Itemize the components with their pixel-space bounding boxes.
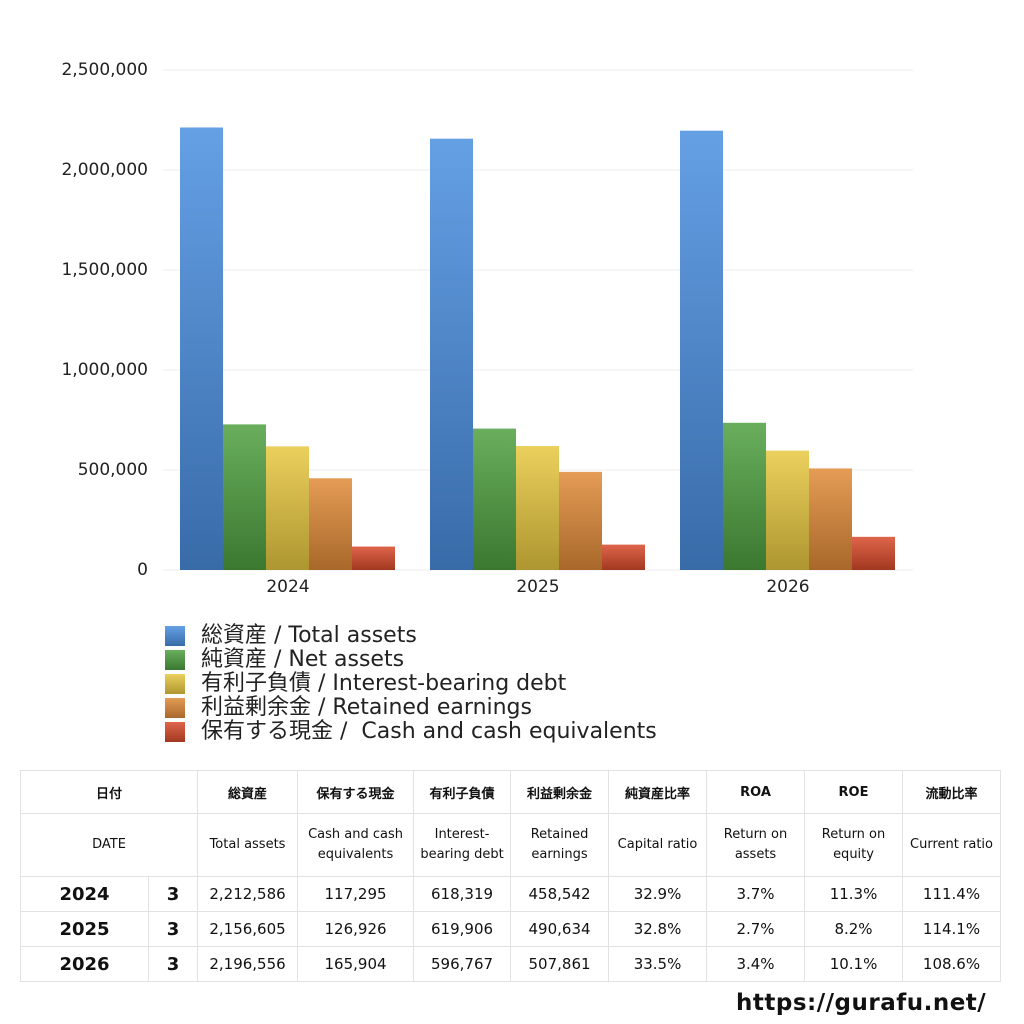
bar	[266, 446, 309, 570]
header-cell: 保有する現金	[297, 770, 415, 814]
data-table: 日付 総資産 保有する現金 有利子負債 利益剰余金 純資産比率 ROA ROE 流動比率 DATE…	[19, 770, 1002, 982]
header-cell: ROE	[804, 770, 904, 814]
table-cell: 3.7%	[706, 876, 806, 912]
legend-swatch	[165, 698, 185, 718]
legend-swatch	[165, 650, 185, 670]
header-cell: 有利子負債	[413, 770, 512, 814]
header-cell: 利益剰余金	[510, 770, 610, 814]
table-cell: 490,634	[510, 911, 610, 947]
table-cell: 3	[147, 876, 199, 912]
bar	[516, 446, 559, 570]
bar	[430, 138, 473, 570]
bar	[602, 544, 645, 570]
subheader-cell: Cash and cash equivalents	[297, 813, 415, 877]
subheader-cell: Current ratio	[902, 813, 1002, 877]
table-row: DATE Total assets Cash and cash equivalent…	[19, 813, 1002, 877]
y-tick-label: 2,000,000	[61, 160, 148, 180]
x-tick-label: 2024	[266, 577, 309, 597]
legend-swatch	[165, 674, 185, 694]
subheader-cell: Capital ratio	[608, 813, 708, 877]
table-cell: 507,861	[510, 946, 610, 982]
table-cell: 618,319	[413, 876, 512, 912]
table-cell: 3	[147, 911, 199, 947]
table-cell: 596,767	[413, 946, 512, 982]
table-cell: 33.5%	[608, 946, 708, 982]
y-tick-label: 1,500,000	[61, 260, 148, 280]
table-cell: 2024	[20, 876, 149, 912]
legend-label: 保有する現金 / Cash and cash equivalents	[201, 719, 657, 744]
legend-label: 有利子負債 / Interest-bearing debt	[201, 671, 567, 696]
x-tick-label: 2026	[766, 577, 809, 597]
table-cell: 114.1%	[902, 911, 1002, 947]
table-cell: 10.1%	[804, 946, 904, 982]
table-cell: 11.3%	[804, 876, 904, 912]
table-cell: 2,156,605	[197, 911, 299, 947]
table-cell: 32.9%	[608, 876, 708, 912]
legend-swatch	[165, 722, 185, 742]
table-row: 2024 3 2,212,586 117,295 618,319 458,542 32.9%…	[20, 876, 1002, 912]
table-cell: 2026	[20, 946, 149, 982]
bar	[309, 478, 352, 570]
subheader-cell: DATE	[19, 813, 199, 877]
header-cell: 日付	[19, 770, 199, 814]
header-cell: 流動比率	[902, 770, 1002, 814]
table-cell: 3.4%	[706, 946, 806, 982]
table-cell: 619,906	[413, 911, 512, 947]
table-cell: 458,542	[510, 876, 610, 912]
table-cell: 117,295	[297, 876, 415, 912]
y-tick-label: 0	[137, 560, 148, 580]
subheader-cell: Return on assets	[706, 813, 806, 877]
y-tick-label: 500,000	[78, 460, 148, 480]
subheader-cell: Retained earnings	[510, 813, 610, 877]
table-cell: 2,212,586	[197, 876, 299, 912]
header-cell: ROA	[706, 770, 806, 814]
table-cell: 32.8%	[608, 911, 708, 947]
table-cell: 111.4%	[902, 876, 1002, 912]
y-tick-label: 2,500,000	[61, 60, 148, 80]
bar	[180, 127, 223, 571]
footer-url: https://gurafu.net/	[736, 990, 987, 1016]
x-tick-label: 2025	[516, 577, 559, 597]
legend-label: 純資産 / Net assets	[201, 647, 404, 672]
table-cell: 2.7%	[706, 911, 806, 947]
bar	[223, 424, 266, 570]
bar	[766, 450, 809, 570]
bar	[352, 546, 395, 570]
bar	[852, 536, 895, 570]
header-cell: 総資産	[197, 770, 299, 814]
subheader-cell: Interest-bearing debt	[413, 813, 512, 877]
table-row: 2025 3 2,156,605 126,926 619,906 490,634 32.8%…	[20, 911, 1002, 947]
bar	[723, 422, 766, 570]
table-cell: 2,196,556	[197, 946, 299, 982]
legend-label: 利益剰余金 / Retained earnings	[201, 695, 532, 720]
table-cell: 108.6%	[902, 946, 1002, 982]
bar	[473, 428, 516, 570]
legend-swatch	[165, 626, 185, 646]
header-cell: 純資産比率	[608, 770, 708, 814]
table-row: 日付 総資産 保有する現金 有利子負債 利益剰余金 純資産比率 ROA ROE 流動比率	[19, 770, 1002, 814]
bar	[559, 471, 602, 570]
bar	[809, 468, 852, 570]
table-cell: 2025	[20, 911, 149, 947]
table-cell: 165,904	[297, 946, 415, 982]
y-tick-label: 1,000,000	[61, 360, 148, 380]
table-row: 2026 3 2,196,556 165,904 596,767 507,861 33.5%…	[20, 946, 1002, 982]
subheader-cell: Total assets	[197, 813, 299, 877]
chart: 0 500,000 1,000,000 1,500,000 2,000,000 2,500…	[61, 60, 913, 744]
table-cell: 126,926	[297, 911, 415, 947]
table-cell: 8.2%	[804, 911, 904, 947]
bar	[680, 130, 723, 571]
subheader-cell: Return on equity	[804, 813, 904, 877]
legend-label: 総資産 / Total assets	[201, 623, 417, 648]
table-cell: 3	[147, 946, 199, 982]
